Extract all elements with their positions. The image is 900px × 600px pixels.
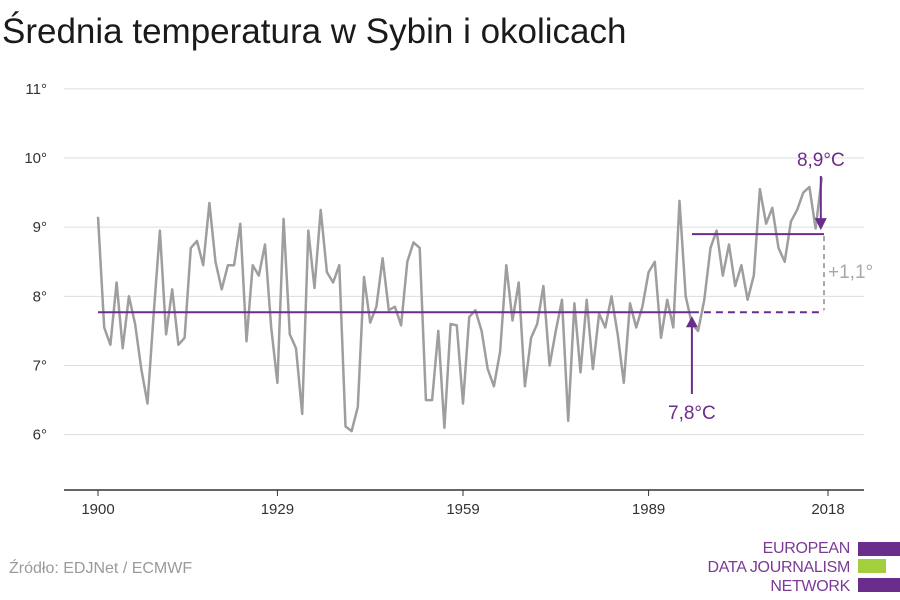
source-note: Źródło: EDJNet / ECMWF [9, 560, 193, 577]
logo-bar-purple-bottom [858, 578, 900, 592]
annotations: +1,1° 7,8°C 8,9°C [98, 150, 873, 424]
baseline-value-label: 7,8°C [668, 403, 716, 424]
y-tick-label: 11° [25, 81, 47, 98]
y-tick-label: 6° [33, 427, 47, 444]
recent-arrow-head [814, 218, 827, 231]
recent-value-label: 8,9°C [797, 150, 845, 171]
x-tick-label: 2018 [811, 501, 844, 518]
temperature-series-line [96, 177, 824, 433]
y-tick-label: 7° [33, 358, 47, 375]
logo-line-european: EUROPEAN [762, 540, 851, 557]
x-axis: 1900 1929 1959 1989 2018 [64, 489, 864, 518]
logo-line-data-journalism: DATA JOURNALISM [707, 559, 851, 576]
x-tick-label: 1900 [81, 501, 114, 518]
chart-title: Średnia temperatura w Sybin i okolicach [2, 12, 627, 51]
x-tick-label: 1929 [261, 501, 294, 518]
difference-label: +1,1° [828, 262, 873, 283]
baseline-arrow-head [685, 316, 698, 328]
logo-bar-purple-top [858, 542, 900, 556]
y-tick-label: 9° [33, 219, 47, 236]
logo-bar-green [858, 559, 886, 573]
series-layer [96, 177, 824, 433]
y-axis-tick-labels: 6° 7° 8° 9° 10° 11° [24, 81, 47, 444]
y-tick-label: 10° [24, 150, 47, 167]
logo-line-network: NETWORK [770, 578, 850, 595]
x-tick-label: 1959 [446, 501, 479, 518]
y-tick-label: 8° [33, 288, 47, 305]
gridlines [64, 88, 864, 436]
edjnet-logo: EUROPEAN DATA JOURNALISM NETWORK [708, 539, 900, 597]
x-tick-label: 1989 [632, 501, 665, 518]
